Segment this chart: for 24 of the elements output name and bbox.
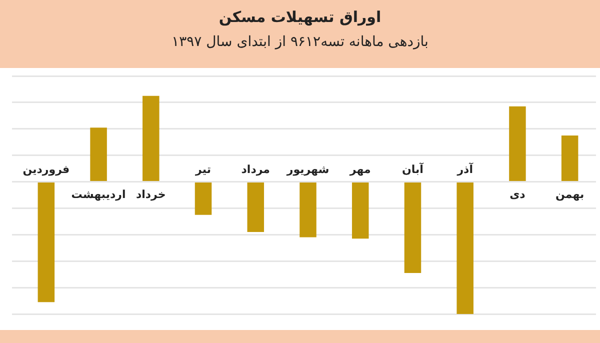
x-tick-label: مرداد [241, 163, 270, 176]
bar [142, 96, 160, 182]
x-tick-label: دی [510, 188, 526, 202]
bar [561, 136, 578, 182]
x-tick-label: مهر [348, 163, 371, 176]
bar [404, 182, 422, 274]
x-tick-label: بهمن [555, 188, 584, 202]
x-tick-label: آذر [456, 162, 474, 176]
bar [247, 182, 264, 232]
bar [300, 182, 316, 238]
bar [509, 106, 526, 182]
x-tick-label: خرداد [136, 188, 166, 202]
x-tick-label: اردیبهشت [71, 188, 126, 202]
x-tick-label: فروردین [22, 163, 70, 176]
bar [456, 182, 474, 314]
x-tick-label: تیر [194, 163, 212, 176]
bar [194, 182, 212, 215]
bar [38, 182, 55, 302]
x-tick-label: آبان [402, 162, 424, 176]
chart-subtitle: بازدهی ماهانه تسه۹۶۱۲ از ابتدای سال ۱۳۹۷ [170, 33, 430, 50]
bar [352, 182, 369, 239]
bar [90, 128, 107, 182]
chart-title: اوراق تسهیلات مسکن [218, 7, 382, 26]
x-tick-label: شهریور [286, 163, 330, 176]
